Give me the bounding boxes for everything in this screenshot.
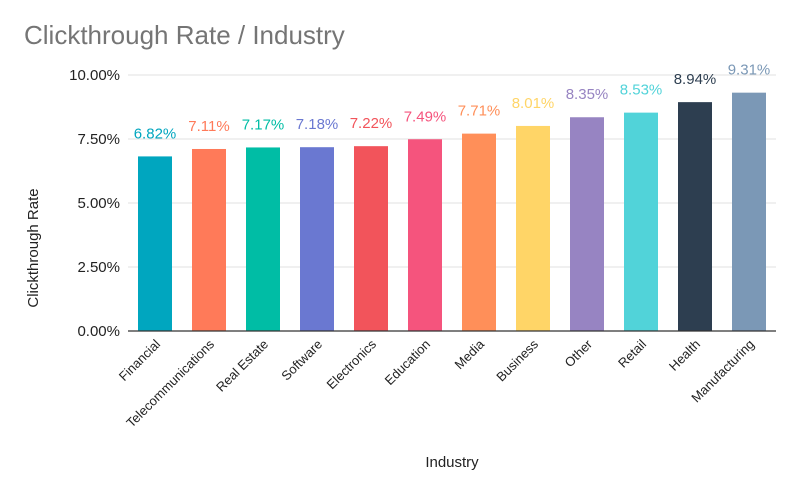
data-label: 7.71%: [458, 103, 501, 120]
data-label: 7.18%: [296, 116, 339, 133]
data-label: 7.17%: [242, 116, 285, 133]
bar-software: [300, 147, 334, 331]
x-tick-label: Electronics: [324, 336, 380, 392]
y-tick-label: 2.50%: [77, 259, 120, 276]
data-label: 6.82%: [134, 125, 177, 142]
y-tick-label: 7.50%: [77, 131, 120, 148]
y-tick-label: 0.00%: [77, 323, 120, 340]
y-tick-label: 10.00%: [69, 67, 120, 84]
x-tick-label: Retail: [615, 336, 649, 370]
bar-other: [570, 117, 604, 332]
data-label: 8.01%: [512, 95, 555, 112]
bar-manufacturing: [732, 92, 766, 331]
bar-media: [462, 133, 496, 331]
data-label: 7.49%: [404, 108, 447, 125]
x-axis-title: Industry: [425, 454, 479, 471]
data-label: 8.53%: [620, 82, 663, 99]
x-tick-label: Software: [278, 337, 325, 384]
bar-financial: [138, 156, 172, 331]
data-label: 7.11%: [188, 118, 229, 135]
chart-title: Clickthrough Rate / Industry: [24, 20, 345, 50]
bar-retail: [624, 112, 658, 331]
data-label: 7.22%: [350, 115, 393, 132]
bar-real-estate: [246, 147, 280, 331]
bar-business: [516, 125, 550, 331]
bar-telecommunications: [192, 148, 226, 331]
x-tick-label: Education: [382, 337, 433, 388]
data-label: 8.94%: [674, 71, 717, 88]
data-label: 9.31%: [728, 62, 771, 79]
x-tick-label: Media: [451, 336, 487, 372]
x-tick-label: Financial: [116, 336, 163, 383]
x-tick-label: Health: [666, 337, 703, 374]
x-tick-label: Business: [493, 336, 541, 384]
y-tick-label: 5.00%: [77, 195, 120, 212]
x-tick-label: Other: [562, 336, 596, 370]
bar-health: [678, 102, 712, 331]
bar-electronics: [354, 146, 388, 331]
y-axis-title: Clickthrough Rate: [25, 188, 42, 307]
data-label: 8.35%: [566, 86, 609, 103]
x-tick-label: Real Estate: [213, 337, 271, 395]
bar-education: [408, 139, 442, 331]
